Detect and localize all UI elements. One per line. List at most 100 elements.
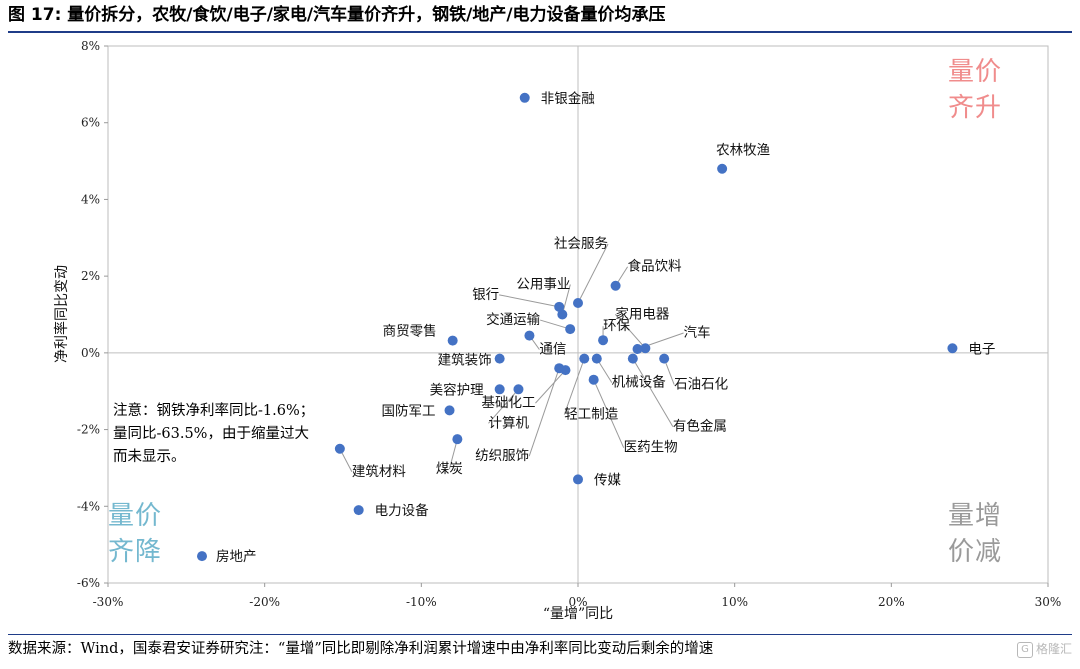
data-point [444, 405, 455, 416]
data-point [524, 330, 535, 341]
data-point [640, 343, 651, 354]
x-tick-label: -10% [406, 595, 437, 609]
x-axis-ticks: -30% -20% -10% 0% 10% 20% 30% [93, 583, 1061, 609]
leader-line [614, 313, 646, 349]
point-label: 农林牧渔 [716, 143, 770, 159]
point-label: 汽车 [684, 324, 711, 341]
data-point [598, 335, 609, 346]
point-label: 公用事业 [516, 277, 570, 293]
y-tick-label: -4% [77, 499, 100, 513]
figure-title: 图 17: 量价拆分，农牧/食饮/电子/家电/汽车量价齐升，钢铁/地产/电力设备… [8, 5, 666, 25]
x-tick-label: -20% [249, 595, 280, 609]
point-label: 煤炭 [436, 461, 463, 477]
point-label: 建筑装饰 [438, 353, 492, 369]
title-divider [8, 31, 1072, 33]
quadrant-label-bottom-right: 量增 价减 [948, 498, 1002, 570]
quadrant-bottom-left-line2: 齐降 [108, 537, 163, 567]
quadrant-bottom-right-line1: 量增 [948, 501, 1003, 531]
data-point [947, 343, 958, 354]
data-points [197, 92, 958, 562]
point-label: 房地产 [216, 549, 257, 565]
leader-line [577, 243, 609, 304]
leader-line [561, 284, 571, 315]
x-tick-label: 0% [568, 595, 587, 609]
point-label: 通信 [539, 342, 566, 358]
point-label: 环保 [603, 318, 631, 334]
x-axis-title: “量增”同比 [543, 606, 613, 622]
y-tick-label: 4% [81, 192, 100, 206]
point-label: 医药生物 [624, 440, 678, 456]
y-tick-label: 0% [81, 346, 100, 360]
leader-line [540, 319, 571, 330]
point-label: 非银金融 [541, 91, 595, 107]
data-point [557, 309, 568, 320]
data-point [519, 92, 530, 103]
y-tick-label: -2% [77, 423, 100, 437]
leader-line [499, 294, 560, 308]
point-label: 家用电器 [615, 305, 669, 322]
leader-line [528, 368, 560, 457]
data-point [494, 353, 505, 364]
data-point [554, 301, 565, 312]
source-note: 数据来源：Wind，国泰君安证券研究注：“量增”同比即剔除净利润累计增速中由净利… [8, 641, 714, 657]
x-tick-label: -30% [93, 595, 124, 609]
scatter-chart: -30% -20% -10% 0% 10% 20% 30% -6% -4% -2% 0% 2% 4% 6… [53, 39, 1061, 622]
leader-line [632, 358, 674, 427]
data-point [588, 374, 599, 385]
steel-note: 注意：钢铁净利率同比-1.6%；量同比-63.5%，由于缩量过大而未显示。 [113, 403, 315, 465]
point-label: 交通运输 [486, 311, 540, 328]
watermark: G 格隆汇 [1016, 640, 1072, 658]
data-point [717, 163, 728, 174]
data-point [513, 384, 524, 395]
y-tick-label: 8% [81, 39, 100, 53]
quadrant-bottom-right-line2: 价减 [948, 537, 1003, 567]
leader-line [448, 439, 458, 470]
leader-line [563, 358, 585, 415]
data-point [659, 353, 670, 364]
data-point [334, 443, 345, 454]
data-point [447, 335, 458, 346]
footer-divider [8, 634, 1072, 635]
data-point [573, 474, 583, 485]
watermark-logo-icon: G [1016, 641, 1033, 658]
point-label: 有色金属 [673, 418, 727, 435]
watermark-text: 格隆汇 [1035, 642, 1072, 656]
point-label: 机械设备 [612, 374, 666, 391]
point-label: 传媒 [594, 472, 622, 488]
point-label: 电力设备 [375, 502, 429, 519]
data-point [591, 353, 602, 364]
point-label: 美容护理 [430, 381, 484, 398]
y-axis-title: 净利率同比变动 [53, 265, 70, 363]
data-point [353, 505, 364, 516]
quadrant-label-top-right: 量价 齐升 [948, 54, 1002, 126]
data-point [565, 324, 576, 335]
point-label: 建筑材料 [352, 464, 406, 480]
point-label: 食品饮料 [628, 258, 682, 275]
data-point [494, 384, 505, 395]
data-point [452, 434, 463, 445]
quadrant-top-right-line1: 量价 [948, 57, 1003, 87]
data-point [610, 280, 621, 291]
data-point [579, 353, 590, 364]
data-point [627, 353, 638, 364]
point-label: 商贸零售 [383, 324, 437, 340]
y-tick-label: -6% [77, 576, 100, 590]
leader-line [535, 369, 566, 404]
data-point [573, 297, 583, 308]
y-tick-label: 6% [81, 116, 100, 130]
quadrant-bottom-left-line1: 量价 [108, 501, 163, 531]
quadrant-top-right-line2: 齐升 [948, 93, 1003, 123]
point-label: 石油石化 [674, 377, 728, 393]
leader-line [488, 388, 519, 424]
point-label: 轻工制造 [564, 407, 618, 423]
point-label: 电子 [968, 341, 995, 357]
point-label: 银行 [472, 287, 499, 303]
data-point [197, 551, 207, 562]
leader-line [593, 379, 625, 448]
point-label: 国防军工 [382, 403, 436, 419]
data-point [554, 363, 565, 374]
y-axis-ticks: -6% -4% -2% 0% 2% 4% 6% 8% [77, 39, 108, 590]
x-tick-label: 10% [721, 595, 748, 609]
x-tick-label: 20% [878, 595, 905, 609]
